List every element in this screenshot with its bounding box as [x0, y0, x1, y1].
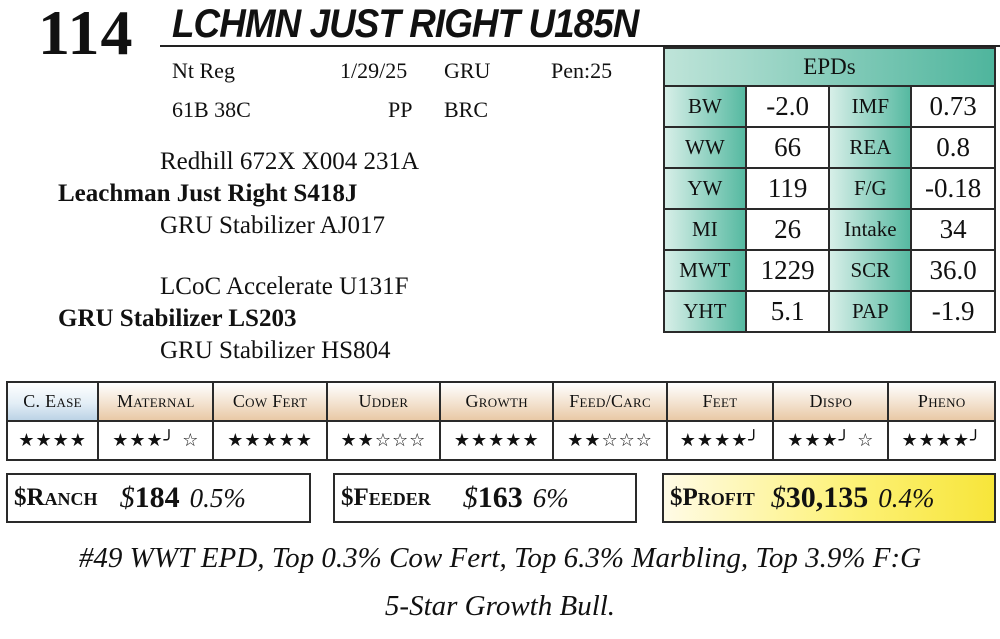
tattoo: 61B 38C: [172, 97, 251, 122]
rating-category: Dispo: [772, 381, 890, 422]
dam-sire: LCoC Accelerate U131F: [160, 273, 409, 300]
animal-name: LCHMN JUST RIGHT U185N: [172, 2, 639, 46]
epd-value: 0.8: [910, 126, 996, 169]
rating-category: Feet: [665, 381, 775, 422]
star-rating: ★★★★★: [212, 420, 328, 461]
star-rating: ★★★╯ ☆: [772, 420, 890, 461]
birth-date: 1/29/25: [340, 58, 408, 83]
ranch-index-value: $184: [119, 481, 180, 514]
star-rating: ★★★╯ ☆: [97, 420, 215, 461]
feeder-index-box: $Feeder $163 6%: [333, 473, 637, 523]
epd-value: 66: [744, 126, 831, 169]
epd-label: SCR: [828, 249, 913, 292]
epd-label: YHT: [663, 290, 747, 333]
epd-value: 119: [744, 167, 831, 210]
epd-label: MI: [663, 208, 747, 251]
profit-index-percentile: 0.4%: [878, 482, 935, 513]
rating-category: Maternal: [97, 381, 215, 422]
highlight-note: 5-Star Growth Bull.: [384, 590, 616, 622]
epd-value: -1.9: [910, 290, 996, 333]
ranch-index-percentile: 0.5%: [189, 482, 246, 513]
breeder-code: GRU: [444, 58, 491, 83]
rating-category: Cow Fert: [212, 381, 328, 422]
epd-value: 36.0: [910, 249, 996, 292]
ranch-index-box: $Ranch $184 0.5%: [6, 473, 311, 523]
sire-sire: Redhill 672X X004 231A: [160, 148, 420, 175]
profit-index-number: 30,135: [785, 481, 869, 514]
star-rating: ★★★★╯: [665, 420, 775, 461]
epd-value: 0.73: [910, 85, 996, 128]
rating-category: Feed/Carc: [552, 381, 668, 422]
epd-label: MWT: [663, 249, 747, 292]
header-rule: [160, 45, 1000, 47]
star-rating: ★★☆☆☆: [552, 420, 668, 461]
profit-index-box: $Profit $30,135 0.4%: [662, 473, 996, 523]
feeder-index-percentile: 6%: [532, 482, 569, 513]
epd-value: -2.0: [744, 85, 831, 128]
sire: Leachman Just Right S418J: [58, 180, 358, 207]
star-rating: ★★★★★: [439, 420, 555, 461]
rating-category: Udder: [325, 381, 442, 422]
ranch-index-number: 184: [134, 481, 180, 514]
dam: GRU Stabilizer LS203: [58, 305, 297, 332]
star-rating: ★★☆☆☆: [325, 420, 442, 461]
registration: Nt Reg: [172, 58, 235, 83]
epd-table: EPDs BW -2.0 IMF 0.73 WW 66 REA 0.8 YW 1…: [663, 47, 996, 333]
epd-label: YW: [663, 167, 747, 210]
sire-dam: GRU Stabilizer AJ017: [160, 212, 385, 239]
feeder-index-label: $Feeder: [341, 484, 431, 511]
highlight-note: #49 WWT EPD, Top 0.3% Cow Fert, Top 6.3%…: [78, 542, 922, 574]
rating-category: Pheno: [887, 381, 996, 422]
coat-color: BRC: [444, 97, 489, 122]
rating-category: Growth: [439, 381, 555, 422]
epd-label: BW: [663, 85, 747, 128]
epd-label: PAP: [828, 290, 913, 333]
epd-label: Intake: [828, 208, 913, 251]
epd-label: IMF: [828, 85, 913, 128]
pen-number: Pen:25: [551, 58, 613, 83]
epd-value: -0.18: [910, 167, 996, 210]
rating-category: C. Ease: [5, 381, 100, 422]
star-rating: ★★★★╯: [887, 420, 996, 461]
epd-value: 1229: [744, 249, 831, 292]
dam-dam: GRU Stabilizer HS804: [160, 337, 391, 364]
epd-label: WW: [663, 126, 747, 169]
star-ratings-table: C. Ease Maternal Cow Fert Udder Growth F…: [5, 381, 996, 461]
polled-status: PP: [388, 97, 413, 122]
epd-value: 26: [744, 208, 831, 251]
feeder-index-number: 163: [477, 481, 523, 514]
epd-value: 5.1: [744, 290, 831, 333]
ranch-index-label: $Ranch: [14, 484, 98, 511]
star-rating: ★★★★: [5, 420, 100, 461]
epd-value: 34: [910, 208, 996, 251]
epd-label: REA: [828, 126, 913, 169]
epd-header: EPDs: [663, 47, 996, 87]
feeder-index-value: $163: [462, 481, 523, 514]
profit-index-value: $30,135: [770, 481, 869, 514]
lot-number: 114: [38, 0, 134, 68]
epd-label: F/G: [828, 167, 913, 210]
profit-index-label: $Profit: [670, 484, 755, 511]
